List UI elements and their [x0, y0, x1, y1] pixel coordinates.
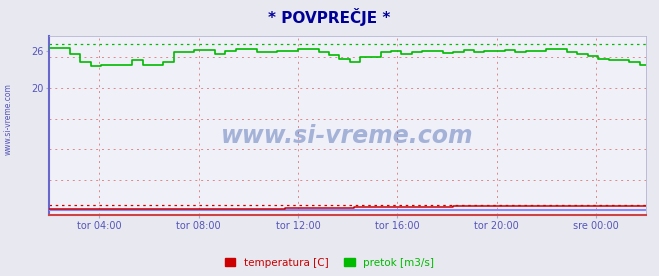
Legend: temperatura [C], pretok [m3/s]: temperatura [C], pretok [m3/s]	[222, 254, 437, 271]
Text: www.si-vreme.com: www.si-vreme.com	[3, 83, 13, 155]
Text: * POVPREČJE *: * POVPREČJE *	[268, 8, 391, 26]
Text: www.si-vreme.com: www.si-vreme.com	[221, 124, 474, 148]
